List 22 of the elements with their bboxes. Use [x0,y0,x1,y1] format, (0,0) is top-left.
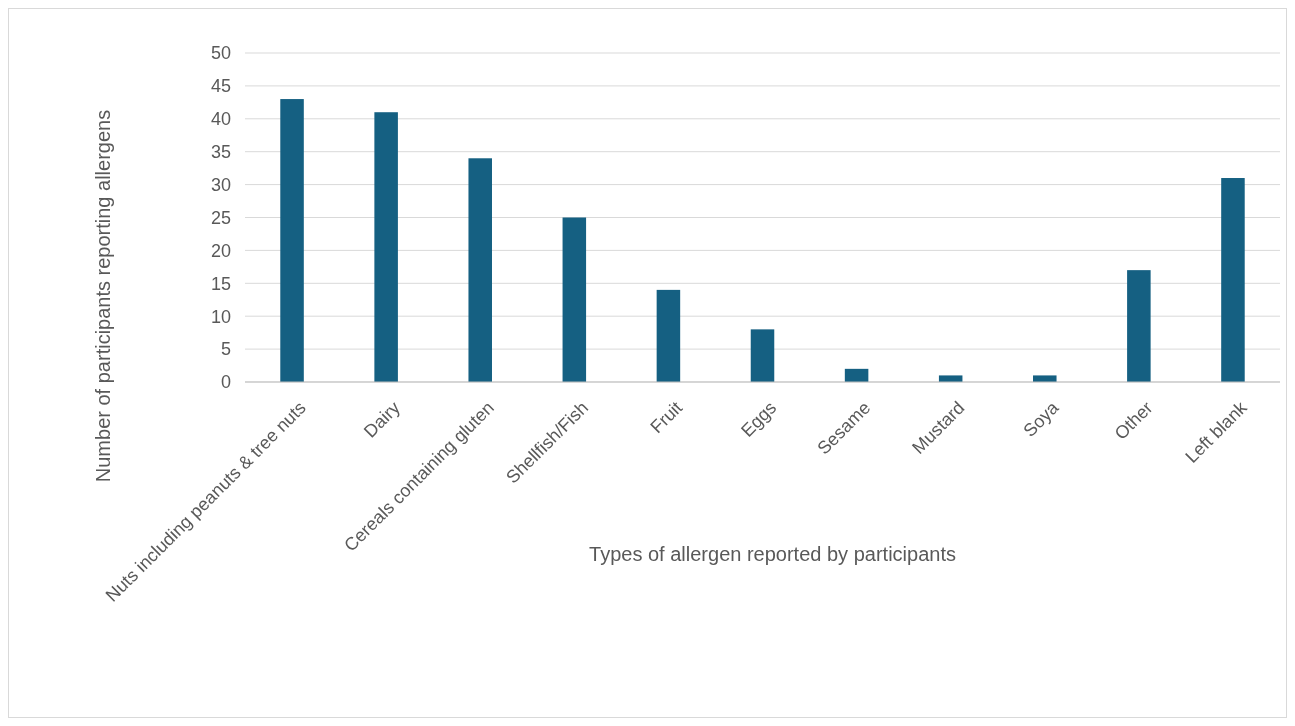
bar [562,217,587,382]
bar [468,158,492,382]
bar [374,112,398,382]
y-tick-label: 30 [210,174,231,195]
bar [1221,178,1245,382]
bar [1127,270,1151,382]
x-axis-title: Types of allergen reported by participants [589,543,956,565]
y-tick-label: 15 [210,273,231,294]
bar [750,329,775,382]
y-tick-label: 20 [210,240,231,261]
y-tick-label: 50 [210,43,231,64]
y-tick-label: 35 [210,142,231,162]
y-tick-label: 45 [210,76,231,97]
bar [656,289,681,382]
y-tick-label: 10 [210,306,231,327]
bar [1033,375,1057,382]
y-axis-title: Number of participants reporting allergens [92,109,114,483]
y-tick-label: 5 [220,339,231,360]
y-tick-label: 0 [220,372,231,393]
bar [280,99,304,382]
y-tick-label: 25 [210,207,231,228]
y-tick-label: 40 [210,109,231,130]
